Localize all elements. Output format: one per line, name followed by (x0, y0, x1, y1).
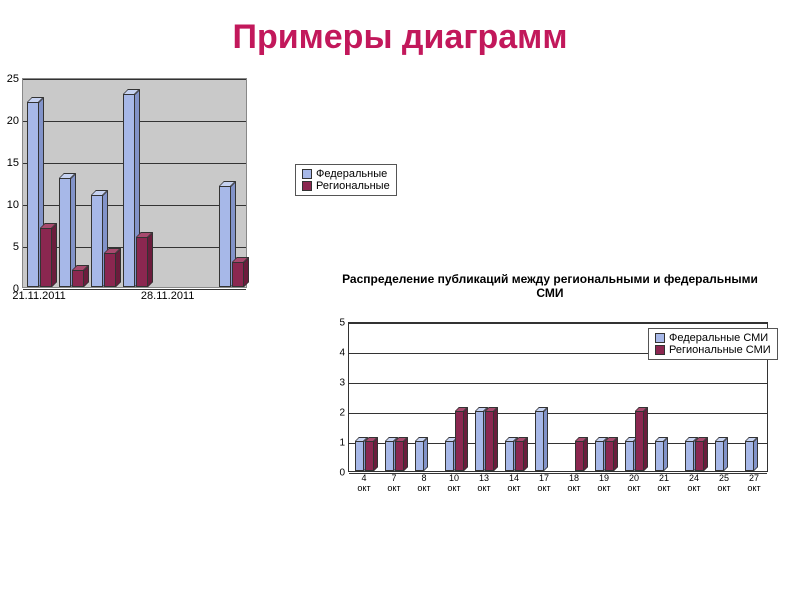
legend-item: Региональные СМИ (655, 344, 771, 356)
bar (455, 411, 464, 471)
bar (219, 186, 231, 287)
bar (515, 441, 524, 471)
bar (27, 102, 39, 287)
legend-swatch (655, 345, 665, 355)
bar (655, 441, 664, 471)
bar (745, 441, 754, 471)
x-tick: 13окт (477, 471, 490, 494)
bar (365, 441, 374, 471)
y-tick: 25 (7, 73, 23, 85)
gridline (23, 79, 246, 80)
y-tick: 1 (339, 438, 349, 449)
legend-swatch (302, 181, 312, 191)
x-tick: 20окт (627, 471, 640, 494)
legend-item: Федеральные СМИ (655, 332, 771, 344)
bar (595, 441, 604, 471)
bar (695, 441, 704, 471)
gridline (349, 323, 767, 324)
y-tick: 15 (7, 157, 23, 169)
x-tick: 7окт (387, 471, 400, 494)
bar (685, 441, 694, 471)
chart2-legend: Федеральные СМИРегиональные СМИ (648, 328, 778, 360)
x-tick: 14окт (507, 471, 520, 494)
bar (385, 441, 394, 471)
bar (395, 441, 404, 471)
chart1-plot: 051015202521.11.201128.11.2011 (22, 78, 247, 288)
x-tick: 18окт (567, 471, 580, 494)
bar (355, 441, 364, 471)
legend-label: Федеральные (316, 168, 387, 180)
slide-title: Примеры диаграмм (0, 0, 800, 65)
x-tick: 24окт (687, 471, 700, 494)
y-tick: 4 (339, 348, 349, 359)
legend-label: Региональные (316, 180, 390, 192)
legend-label: Федеральные СМИ (669, 332, 768, 344)
bar (123, 94, 135, 287)
y-tick: 10 (7, 199, 23, 211)
bar (232, 262, 244, 287)
x-tick: 17окт (537, 471, 550, 494)
bar (535, 411, 544, 471)
gridline (349, 413, 767, 414)
legend-swatch (655, 333, 665, 343)
y-tick: 3 (339, 378, 349, 389)
legend-item: Региональные (302, 180, 390, 192)
x-tick: 8окт (417, 471, 430, 494)
bar (136, 237, 148, 287)
bar (715, 441, 724, 471)
y-tick: 20 (7, 115, 23, 127)
bar (72, 270, 84, 287)
x-tick: 21.11.2011 (12, 287, 65, 302)
x-tick: 10окт (447, 471, 460, 494)
x-tick: 28.11.2011 (141, 287, 194, 302)
legend-item: Федеральные (302, 168, 390, 180)
legend-label: Региональные СМИ (669, 344, 771, 356)
y-tick: 5 (13, 241, 23, 253)
bar (625, 441, 634, 471)
bar (59, 178, 71, 287)
y-tick: 2 (339, 408, 349, 419)
x-tick: 19окт (597, 471, 610, 494)
bar (445, 441, 454, 471)
bar (40, 228, 52, 287)
bar (91, 195, 103, 287)
chart1-legend: ФедеральныеРегиональные (295, 164, 397, 196)
gridline (349, 383, 767, 384)
legend-swatch (302, 169, 312, 179)
chart2-title: Распределение публикаций между региональ… (330, 272, 770, 300)
chart1-container: 051015202521.11.201128.11.2011 (22, 78, 247, 288)
y-tick: 5 (339, 318, 349, 329)
bar (475, 411, 484, 471)
x-tick: 27окт (747, 471, 760, 494)
x-tick: 25окт (717, 471, 730, 494)
x-tick: 4окт (357, 471, 370, 494)
bar (485, 411, 494, 471)
bar (104, 253, 116, 287)
gridline (349, 473, 767, 474)
bar (415, 441, 424, 471)
bar (605, 441, 614, 471)
y-tick: 0 (339, 468, 349, 479)
x-tick: 21окт (657, 471, 670, 494)
bar (635, 411, 644, 471)
bar (505, 441, 514, 471)
bar (575, 441, 584, 471)
